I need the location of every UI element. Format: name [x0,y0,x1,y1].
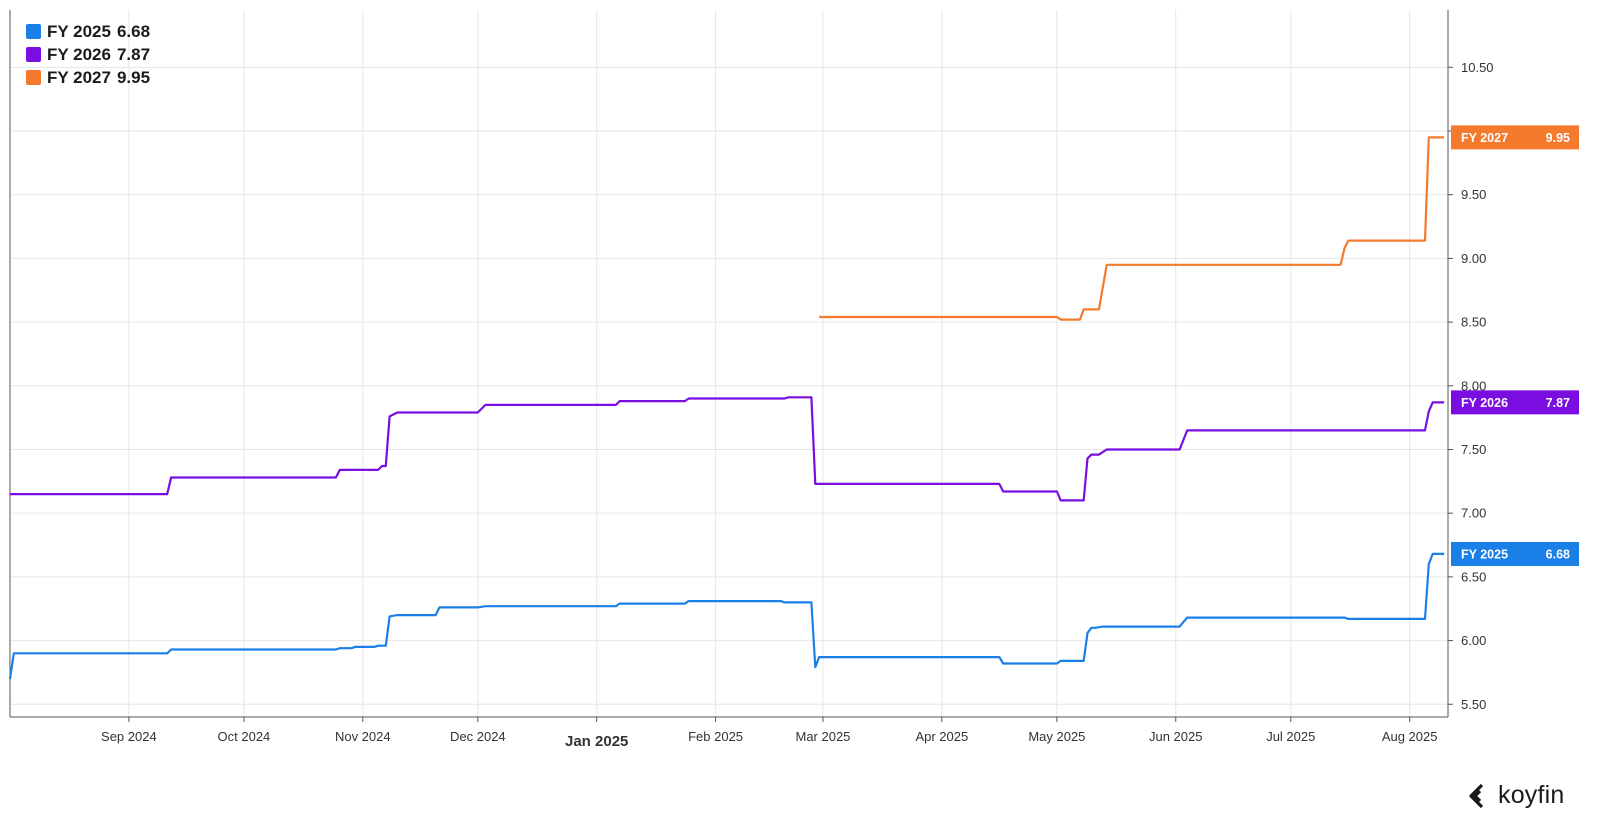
x-tick-label-5: Feb 2025 [688,729,743,744]
x-tick-label-11: Aug 2025 [1382,729,1438,744]
x-tick-label-6: Mar 2025 [795,729,850,744]
end-label-value-fy2025: 6.68 [1546,547,1570,561]
x-tick-label-7: Apr 2025 [915,729,968,744]
series-line-fy2026 [10,396,1445,502]
y-tick-label-8: 9.50 [1461,187,1486,202]
legend: FY 2025 6.68 FY 2026 7.87 FY 2027 9.95 [26,20,156,89]
end-label-name-fy2026: FY 2026 [1461,396,1508,410]
koyfin-logo-icon [1469,783,1484,808]
y-tick-label-2: 6.50 [1461,569,1486,584]
end-label-fy2025: FY 2025 6.68 [1451,541,1579,566]
end-label-value-fy2026: 7.87 [1546,396,1570,410]
legend-value-fy2025: 6.68 [116,21,151,41]
y-tick-label-5: 8.00 [1461,378,1486,393]
legend-item-fy2025[interactable]: FY 2025 6.68 [26,20,156,43]
brand-logo: koyfin [1466,781,1565,810]
legend-item-fy2026[interactable]: FY 2026 7.87 [26,43,156,66]
end-label-value-fy2027: 9.95 [1546,131,1570,145]
end-label-name-fy2027: FY 2027 [1461,131,1508,145]
end-label-bg-fy2026 [1451,390,1579,415]
y-tick-label-1: 6.00 [1461,633,1486,648]
legend-label-fy2026: FY 2026 [47,44,111,64]
legend-value-fy2026: 7.87 [116,44,151,64]
series-line-fy2027 [819,136,1445,321]
x-tick-label-0: Sep 2024 [101,729,157,744]
y-tick-label-7: 9.00 [1461,251,1486,266]
x-tick-label-1: Oct 2024 [218,729,271,744]
y-tick-label-0: 5.50 [1461,697,1486,712]
y-tick-label-3: 7.00 [1461,506,1486,521]
end-label-name-fy2025: FY 2025 [1461,547,1508,561]
legend-item-fy2027[interactable]: FY 2027 9.95 [26,66,156,89]
brand-name: koyfin [1498,781,1565,809]
legend-swatch-fy2025 [26,24,41,39]
end-label-fy2026: FY 2026 7.87 [1451,390,1579,415]
end-label-bg-fy2025 [1451,541,1579,566]
legend-swatch-fy2026 [26,47,41,62]
x-tick-label-2: Nov 2024 [335,729,391,744]
y-tick-label-6: 8.50 [1461,315,1486,330]
legend-value-fy2027: 9.95 [116,67,151,87]
legend-swatch-fy2027 [26,70,41,85]
series-line-fy2025 [8,552,1445,679]
legend-label-fy2025: FY 2025 [47,21,111,41]
x-tick-label-3: Dec 2024 [450,729,506,744]
x-tick-label-8: May 2025 [1028,729,1085,744]
x-tick-label-4: Jan 2025 [565,733,628,750]
end-label-fy2027: FY 2027 9.95 [1451,125,1579,150]
y-tick-label-10: 10.50 [1461,60,1494,75]
x-tick-label-10: Jul 2025 [1266,729,1315,744]
y-tick-label-4: 7.50 [1461,442,1486,457]
end-label-bg-fy2027 [1451,125,1579,150]
legend-label-fy2027: FY 2027 [47,67,111,87]
x-tick-label-9: Jun 2025 [1149,729,1203,744]
